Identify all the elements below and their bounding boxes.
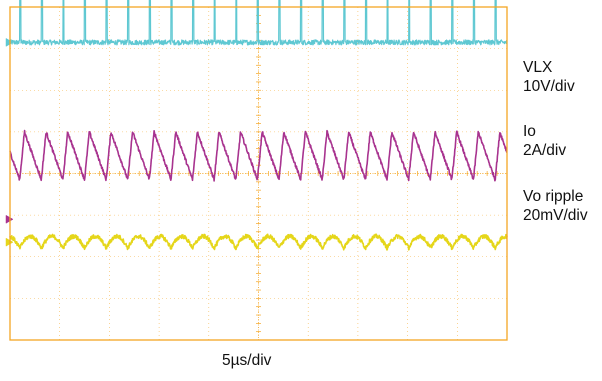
waveform-traces xyxy=(9,0,508,251)
io-scale: 2A/div xyxy=(523,142,567,159)
trace-vo-ripple xyxy=(9,233,508,251)
trace-vlx xyxy=(9,0,508,46)
vlx-name: VLX xyxy=(523,59,553,76)
vlx-scale: 10V/div xyxy=(523,78,575,95)
scope-frame xyxy=(9,6,508,341)
vo-ripple-scale: 20mV/div xyxy=(523,207,588,224)
time-scale-label: 5µs/div xyxy=(222,352,272,369)
trace-io xyxy=(9,129,508,182)
io-name: Io xyxy=(523,123,536,140)
io-channel-label: Io 2A/div xyxy=(523,122,566,160)
vo-ripple-name: Vo ripple xyxy=(523,188,584,205)
vlx-channel-label: VLX 10V/div xyxy=(523,58,575,96)
vo-ripple-channel-label: Vo ripple 20mV/div xyxy=(523,187,588,225)
